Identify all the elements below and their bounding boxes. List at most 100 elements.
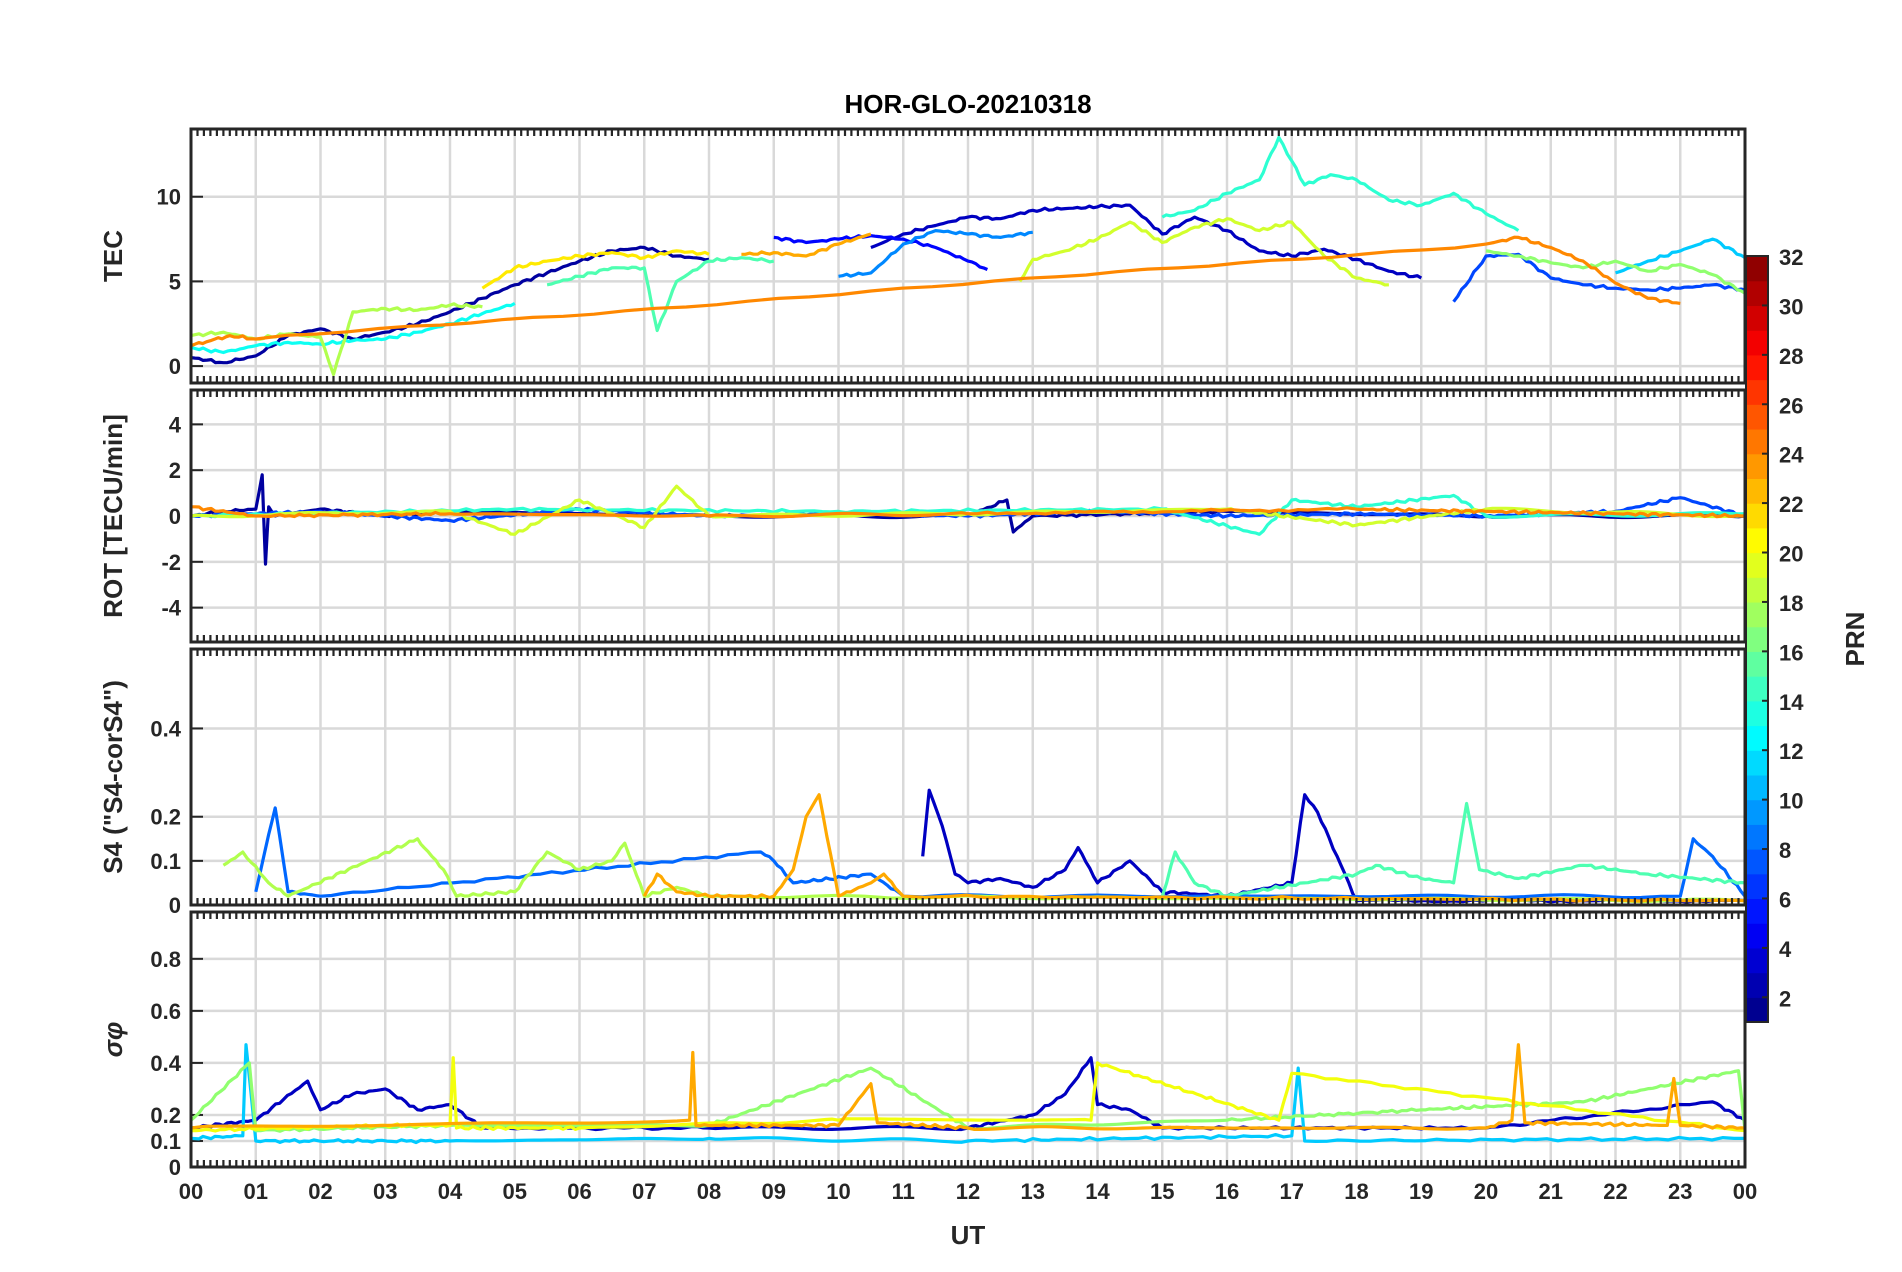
colorbar-tick-label: 16 [1779, 640, 1803, 665]
colorbar-segment [1746, 700, 1768, 727]
panel-s4-ytick-label: 0.2 [150, 805, 181, 830]
colorbar-segment [1746, 750, 1768, 776]
colorbar-segment [1746, 503, 1768, 529]
x-axis: 00 01 02 03 04 05 06 07 08 09 10 11 12 13 14 15 16 17 18 19… [179, 1179, 1757, 1204]
panel-sigma-ytick-label: 0.1 [150, 1129, 181, 1154]
colorbar-label: PRN [1840, 612, 1870, 667]
panel-tec-series-prn-5 [773, 234, 989, 271]
colorbar-segment [1746, 725, 1768, 751]
x-tick-label: 00 [1733, 1179, 1757, 1204]
panel-s4-series-prn-15 [1160, 801, 1745, 898]
panel-s4-ytick-label: 0 [169, 893, 181, 918]
x-tick-label: 11 [892, 1179, 915, 1204]
panel-tec: 0 5 10 TEC [98, 127, 1747, 385]
panel-sigma-ylabel: σφ [98, 1022, 128, 1058]
colorbar-segment [1746, 849, 1768, 875]
panel-rot-ytick-label: 2 [169, 458, 181, 483]
x-tick-label: 14 [1085, 1179, 1110, 1204]
x-tick-label: 17 [1280, 1179, 1304, 1204]
panel-sigma-series-prn-23 [191, 1043, 1745, 1131]
panel-tec-ytick-label: 0 [169, 354, 181, 379]
colorbar-segment [1746, 947, 1768, 974]
panel-tec-series-prn-13 [191, 301, 516, 355]
colorbar-tick-label: 22 [1779, 492, 1803, 517]
colorbar-segment [1746, 923, 1768, 949]
x-tick-label: 10 [826, 1179, 850, 1204]
panel-rot-ytick-label: 4 [169, 412, 182, 437]
panel-rot-minor-ticks [189, 390, 1747, 642]
colorbar-tick-label: 28 [1779, 344, 1803, 369]
colorbar-tick-label: 30 [1779, 294, 1803, 319]
colorbar-tick-label: 2 [1779, 986, 1791, 1011]
colorbar-tick-label: 18 [1779, 591, 1803, 616]
panel-sigma: 00.10.2 0.4 0.6 0.8 σφ [98, 910, 1747, 1180]
x-tick-label: 00 [179, 1179, 203, 1204]
x-tick-label: 12 [956, 1179, 980, 1204]
colorbar-segment [1746, 527, 1768, 554]
panel-tec-series-prn-11 [1615, 237, 1745, 275]
x-tick-label: 02 [308, 1179, 332, 1204]
colorbar-tick-label: 20 [1779, 542, 1803, 567]
colorbar-segment [1746, 379, 1768, 405]
panel-tec-series-prn-21 [481, 249, 710, 290]
colorbar-segment [1746, 774, 1768, 801]
x-tick-label: 09 [762, 1179, 786, 1204]
panel-s4-series-prn-23 [642, 793, 1745, 903]
x-tick-label: 03 [373, 1179, 397, 1204]
panel-tec-ylabel: TEC [98, 230, 128, 282]
colorbar-segment [1746, 873, 1768, 900]
panel-s4: 0 0.1 0.2 0.4 S4 ("S4-corS4") [98, 647, 1747, 918]
panel-sigma-ytick-label: 0.6 [150, 999, 181, 1024]
panel-tec-series-prn-14 [1161, 135, 1520, 232]
colorbar-tick-label: 8 [1779, 838, 1791, 863]
colorbar-segment [1746, 577, 1768, 603]
colorbar-tick-label: 32 [1779, 245, 1803, 270]
panel-rot-ytick-label: -4 [161, 596, 181, 621]
x-tick-label: 18 [1344, 1179, 1368, 1204]
x-tick-label: 08 [697, 1179, 721, 1204]
panel-sigma-ytick-label: 0.8 [150, 947, 181, 972]
panel-tec-series-prn-3 [870, 203, 1423, 280]
panel-tec-ytick-label: 10 [157, 185, 181, 210]
x-tick-label: 15 [1150, 1179, 1174, 1204]
panel-tec-series-prn-15 [546, 256, 775, 333]
x-tick-label: 21 [1539, 1179, 1563, 1204]
panel-sigma-series-group [191, 1043, 1745, 1145]
colorbar-tick-label: 14 [1779, 690, 1804, 715]
panel-s4-ytick-label: 0.1 [150, 849, 181, 874]
panel-sigma-ytick-label: 0.2 [150, 1103, 181, 1128]
panel-s4-ylabel: S4 ("S4-corS4") [98, 680, 128, 874]
panel-s4-series-group [222, 788, 1745, 904]
colorbar-segment [1746, 280, 1768, 307]
colorbar-frame [1745, 255, 1769, 1023]
panel-rot-ylabel: ROT [TECU/min] [98, 414, 128, 618]
panel-s4-series-prn-8 [254, 806, 1745, 900]
colorbar-segment [1746, 404, 1768, 430]
x-tick-label: 06 [567, 1179, 591, 1204]
colorbar-segment [1746, 972, 1768, 998]
colorbar-segment [1746, 428, 1768, 455]
colorbar-segment [1746, 601, 1768, 628]
panel-sigma-series-prn-11 [191, 1043, 1745, 1145]
x-tick-label: 16 [1215, 1179, 1239, 1204]
colorbar-tick-label: 10 [1779, 789, 1803, 814]
colorbar-segment [1746, 997, 1768, 1023]
x-tick-label: 04 [438, 1179, 463, 1204]
x-tick-label: 05 [503, 1179, 527, 1204]
panel-tec-ytick-label: 5 [169, 269, 181, 294]
colorbar-tick-label: 4 [1779, 937, 1792, 962]
panel-rot-series-prn-24 [191, 505, 1745, 519]
panel-tec-series-prn-24 [191, 235, 1681, 348]
colorbar-segment [1746, 330, 1768, 356]
colorbar-tick-label: 24 [1779, 443, 1804, 468]
x-tick-label: 22 [1603, 1179, 1627, 1204]
panel-tec-minor-ticks [189, 129, 1747, 383]
x-tick-label: 01 [244, 1179, 268, 1204]
panel-s4-ytick-label: 0.4 [150, 716, 181, 741]
colorbar-segment [1746, 676, 1768, 702]
colorbar-tick-label: 12 [1779, 739, 1803, 764]
panel-tec-series-prn-17 [1485, 249, 1745, 295]
